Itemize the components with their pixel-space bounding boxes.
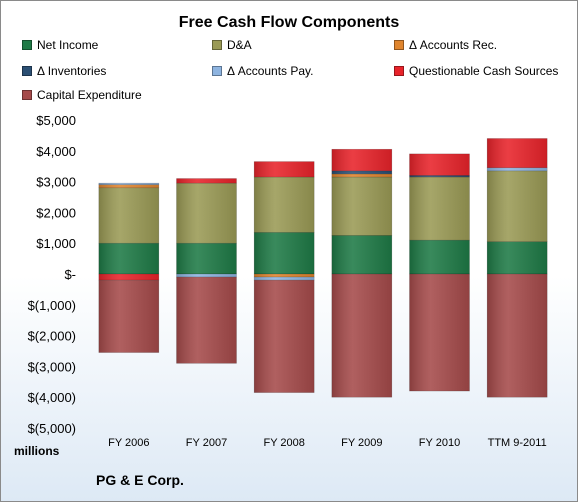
bar-segment-shading — [98, 274, 159, 281]
legend-label: Δ Accounts Rec. — [409, 38, 498, 52]
bar-segment-shading — [331, 173, 392, 177]
bar-segment-shading — [409, 274, 470, 392]
bar-segment-shading — [487, 241, 548, 274]
units-label: millions — [14, 444, 60, 458]
bar-segment-shading — [176, 277, 237, 364]
y-tick-label: $2,000 — [36, 205, 76, 220]
legend-swatch — [22, 66, 32, 76]
legend-item: Net Income — [22, 38, 98, 52]
bar-segment-shading — [487, 138, 548, 168]
bar-segment-shading — [98, 280, 159, 353]
bar-segment-shading — [254, 176, 315, 233]
y-tick-label: $(4,000) — [28, 390, 76, 405]
bar-segment-shading — [331, 274, 392, 398]
company-name: PG & E Corp. — [96, 472, 184, 488]
bar-segment-shading — [98, 187, 159, 244]
x-category-label: TTM 9-2011 — [488, 437, 547, 449]
bar-segment-shading — [331, 149, 392, 171]
bar-segment-shading — [331, 235, 392, 274]
legend-swatch — [394, 66, 404, 76]
legend-item: Δ Accounts Rec. — [394, 38, 497, 52]
bar-segment-shading — [176, 243, 237, 274]
bar-segment-shading — [487, 274, 548, 398]
legend-label: D&A — [227, 38, 252, 52]
legend-item: D&A — [212, 38, 252, 52]
bar-segment-shading — [487, 170, 548, 242]
x-category-label: FY 2007 — [186, 437, 227, 449]
legend-label: Δ Accounts Pay. — [227, 64, 314, 78]
y-tick-label: $3,000 — [36, 175, 76, 190]
legend-label: Net Income — [37, 38, 99, 52]
y-tick-label: $(5,000) — [28, 421, 76, 436]
y-tick-label: $(3,000) — [28, 359, 76, 374]
legend-label: Questionable Cash Sources — [409, 64, 559, 78]
legend-item: Questionable Cash Sources — [394, 64, 558, 78]
bar-segment-shading — [331, 170, 392, 174]
bar-segment-shading — [254, 277, 315, 281]
y-tick-label: $5,000 — [36, 113, 76, 128]
bar-segment-shading — [254, 274, 315, 278]
bar-segment-shading — [98, 243, 159, 274]
bar-segment-shading — [409, 176, 470, 241]
bar-segment-shading — [409, 175, 470, 177]
x-category-label: FY 2010 — [419, 437, 460, 449]
bar-segment-shading — [176, 183, 237, 244]
bar-segment-shading — [98, 183, 159, 185]
bar-segment-shading — [176, 178, 237, 184]
legend-swatch — [212, 66, 222, 76]
y-tick-label: $4,000 — [36, 144, 76, 159]
bar-segment-shading — [254, 280, 315, 393]
bar-segment-shading — [487, 167, 548, 171]
bar-segment-shading — [409, 153, 470, 176]
legend-item: Capital Expenditure — [22, 88, 142, 102]
x-category-label: FY 2008 — [263, 437, 304, 449]
chart-title: Free Cash Flow Components — [178, 14, 400, 31]
bar-segment-shading — [254, 232, 315, 274]
legend-swatch — [22, 90, 32, 100]
legend-swatch — [22, 40, 32, 50]
legend-item: Δ Inventories — [22, 64, 106, 78]
legend-swatch — [212, 40, 222, 50]
y-tick-label: $1,000 — [36, 236, 76, 251]
bar-segment-shading — [409, 240, 470, 274]
bar-segment-shading — [254, 161, 315, 177]
bar-segment-shading — [331, 176, 392, 236]
bar-segment-shading — [98, 184, 159, 188]
x-category-label: FY 2006 — [108, 437, 149, 449]
legend-item: Δ Accounts Pay. — [212, 64, 314, 78]
y-tick-label: $(1,000) — [28, 298, 76, 313]
legend-label: Δ Inventories — [37, 64, 107, 78]
bar-segment-shading — [176, 274, 237, 278]
legend-label: Capital Expenditure — [37, 88, 142, 102]
y-tick-label: $- — [64, 267, 76, 282]
legend-swatch — [394, 40, 404, 50]
y-tick-label: $(2,000) — [28, 329, 76, 344]
x-category-label: FY 2009 — [341, 437, 382, 449]
